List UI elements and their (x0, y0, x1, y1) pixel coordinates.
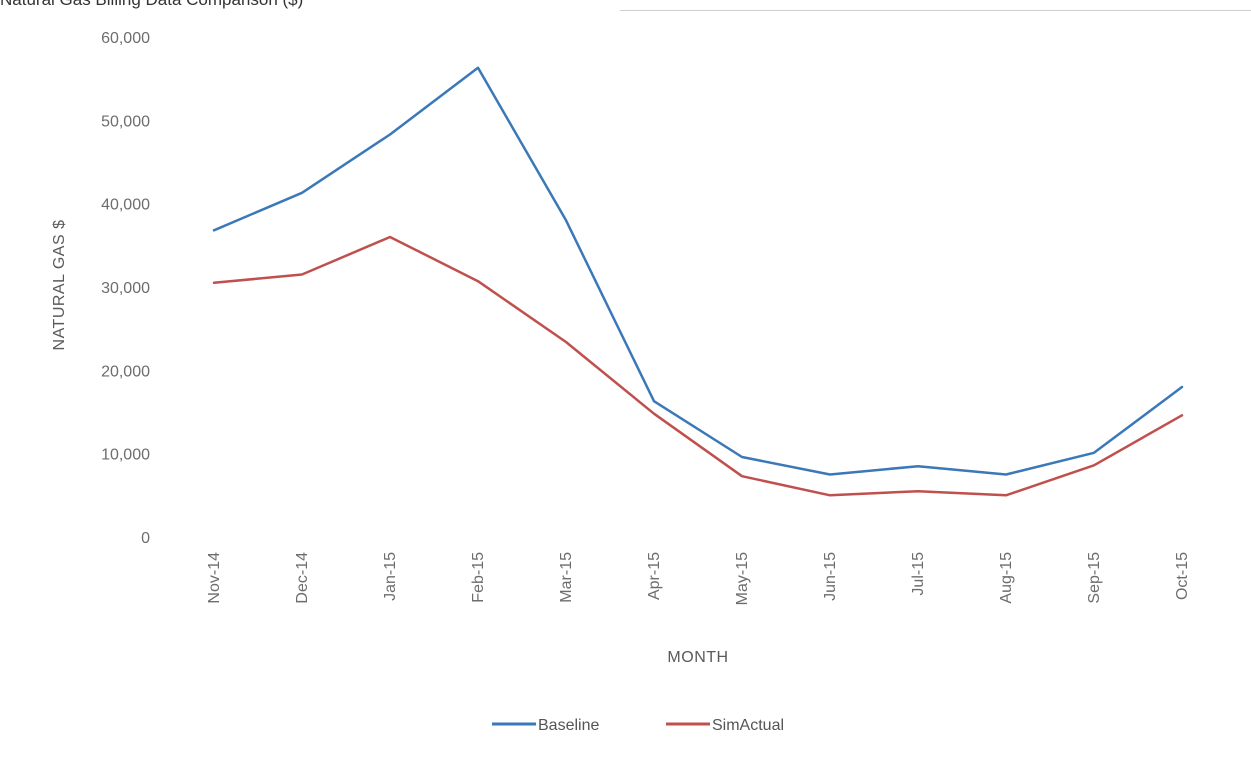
legend-label: SimActual (712, 717, 784, 734)
y-tick-label: 40,000 (101, 197, 150, 214)
y-axis-title: NATURAL GAS $ (51, 220, 68, 351)
y-tick-label: 60,000 (101, 30, 150, 47)
x-tick-label: Aug-15 (998, 552, 1015, 604)
x-tick-label: Apr-15 (646, 552, 663, 600)
series-line-baseline (212, 66, 1184, 476)
x-tick-label: Oct-15 (1174, 552, 1191, 600)
x-tick-label: Feb-15 (470, 552, 487, 603)
series-lines (212, 66, 1184, 497)
y-tick-label: 20,000 (101, 363, 150, 380)
x-tick-label: Jan-15 (382, 552, 399, 601)
y-tick-label: 10,000 (101, 447, 150, 464)
x-tick-label: Jun-15 (822, 552, 839, 601)
series-line-simactual (212, 235, 1184, 497)
page-divider (620, 10, 1251, 11)
x-tick-label: Mar-15 (558, 552, 575, 603)
x-tick-label: Sep-15 (1086, 552, 1103, 604)
cut-off-heading-text: Natural Gas Billing Data Comparison ($) (0, 0, 1251, 10)
x-axis-ticks: Nov-14 Dec-14 Jan-15 Feb-15 Mar-15 Apr-15 May-… (206, 552, 1191, 605)
x-tick-label: Nov-14 (206, 552, 223, 604)
legend-label: Baseline (538, 717, 599, 734)
y-axis-ticks: 0 10,000 20,000 30,000 40,000 50,000 60,000 (101, 30, 150, 547)
x-tick-label: Jul-15 (910, 552, 927, 596)
y-tick-label: 0 (141, 530, 150, 547)
y-tick-label: 30,000 (101, 280, 150, 297)
x-tick-label: Dec-14 (294, 552, 311, 604)
x-axis-title: MONTH (667, 649, 728, 666)
y-tick-label: 50,000 (101, 113, 150, 130)
chart-legend: Baseline SimActual (492, 717, 784, 734)
x-tick-label: May-15 (734, 552, 751, 605)
